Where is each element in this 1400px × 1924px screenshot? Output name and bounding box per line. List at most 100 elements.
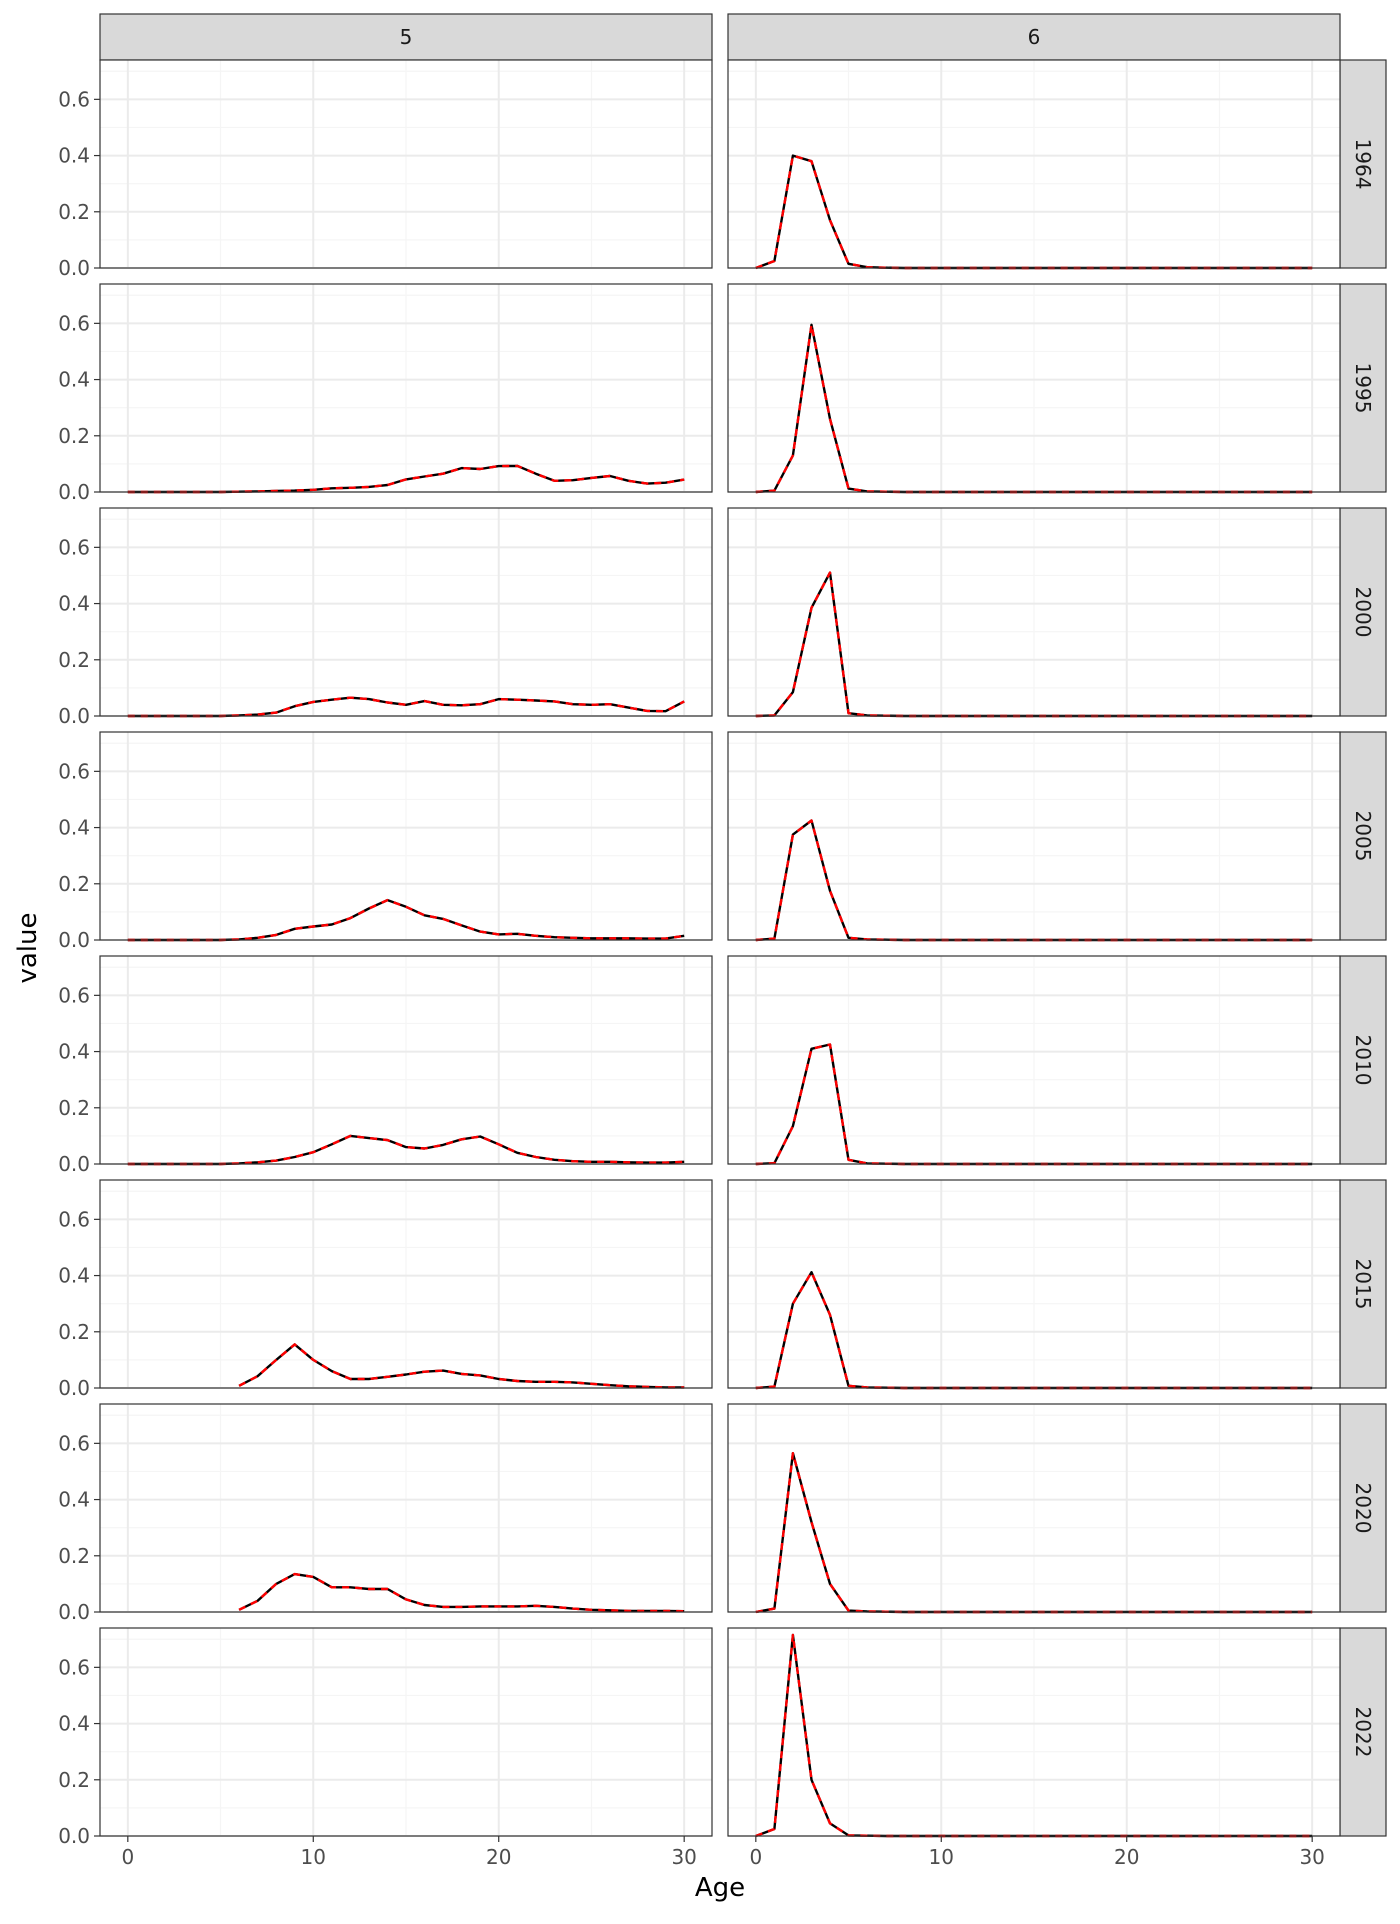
panel-border: [727, 59, 1341, 269]
row-strip-label: 2022: [1351, 1707, 1375, 1758]
row-strip-2000: 2000: [1339, 507, 1387, 717]
y-tick-label: 0.6: [58, 759, 90, 783]
row-strip-1995: 1995: [1339, 283, 1387, 493]
y-tick-label: 0.2: [58, 200, 90, 224]
x-axis-title: Age: [695, 1873, 745, 1903]
panel-5-2020: [100, 1404, 712, 1613]
column-strip-6: 6: [727, 13, 1341, 61]
panel-5-2010: [100, 956, 712, 1165]
panel-5-2015: [100, 1180, 712, 1389]
panel-border: [99, 59, 713, 269]
y-tick-label: 0.2: [58, 648, 90, 672]
row-strip-label: 2015: [1351, 1259, 1375, 1310]
column-strip-bg: [99, 13, 713, 61]
x-tick-label: 30: [1299, 1845, 1324, 1869]
panel-5-2022: [100, 1628, 712, 1837]
panel-5-2005: [100, 732, 712, 941]
panel-6-2022: [728, 1628, 1340, 1837]
x-tick-label: 30: [671, 1845, 696, 1869]
panel-border: [99, 955, 713, 1165]
y-tick-label: 0.4: [58, 1712, 90, 1736]
row-strip-bg: [1339, 507, 1387, 717]
y-tick-label: 0.4: [58, 1264, 90, 1288]
row-strip-label: 1995: [1351, 363, 1375, 414]
x-tick-label: 20: [486, 1845, 511, 1869]
y-tick-label: 0.2: [58, 424, 90, 448]
y-tick-label: 0.0: [58, 704, 90, 728]
row-strip-2015: 2015: [1339, 1179, 1387, 1389]
y-tick-label: 0.0: [58, 1600, 90, 1624]
y-axis-title: value: [13, 912, 43, 983]
panel-border: [727, 507, 1341, 717]
y-tick-label: 0.0: [58, 256, 90, 280]
panel-6-2015: [728, 1180, 1340, 1389]
x-tick-label: 0: [121, 1845, 134, 1869]
column-strip-bg: [727, 13, 1341, 61]
row-strip-2020: 2020: [1339, 1403, 1387, 1613]
column-strip-5: 5: [99, 13, 713, 61]
panel-border: [99, 731, 713, 941]
panel-border: [727, 1403, 1341, 1613]
y-tick-label: 0.2: [58, 1096, 90, 1120]
y-tick-label: 0.4: [58, 144, 90, 168]
y-tick-label: 0.6: [58, 1431, 90, 1455]
panel-6-1995: [728, 284, 1340, 493]
row-strip-2010: 2010: [1339, 955, 1387, 1165]
y-tick-label: 0.6: [58, 87, 90, 111]
y-tick-label: 0.4: [58, 592, 90, 616]
row-strip-label: 2010: [1351, 1035, 1375, 1086]
y-tick-label: 0.0: [58, 928, 90, 952]
series-line-red-dashed-5-2015: [238, 1343, 685, 1389]
row-strip-bg: [1339, 1627, 1387, 1837]
x-tick-label: 20: [1114, 1845, 1139, 1869]
y-tick-label: 0.2: [58, 872, 90, 896]
y-tick-label: 0.0: [58, 480, 90, 504]
panel-border: [99, 1179, 713, 1389]
panel-5-2000: [100, 508, 712, 717]
x-tick-label: 10: [929, 1845, 954, 1869]
panel-6-2020: [728, 1404, 1340, 1613]
column-strip-label: 6: [1028, 25, 1041, 49]
panel-border: [99, 507, 713, 717]
row-strip-bg: [1339, 283, 1387, 493]
panel-6-1964: [728, 60, 1340, 269]
column-strip-label: 5: [400, 25, 413, 49]
y-tick-label: 0.6: [58, 1655, 90, 1679]
panel-5-1995: [100, 284, 712, 493]
panel-border: [99, 1403, 713, 1613]
panel-border: [99, 1627, 713, 1837]
series-line-red-dashed-5-2020: [238, 1572, 685, 1613]
y-tick-label: 0.2: [58, 1544, 90, 1568]
y-tick-label: 0.4: [58, 368, 90, 392]
y-tick-label: 0.4: [58, 1040, 90, 1064]
panel-5-1964: [100, 60, 712, 269]
panel-border: [727, 1627, 1341, 1837]
y-tick-label: 0.2: [58, 1320, 90, 1344]
y-tick-label: 0.4: [58, 1488, 90, 1512]
x-tick-label: 10: [301, 1845, 326, 1869]
panel-border: [99, 283, 713, 493]
y-tick-label: 0.0: [58, 1376, 90, 1400]
row-strip-bg: [1339, 955, 1387, 1165]
row-strip-label: 2000: [1351, 587, 1375, 638]
panel-border: [727, 955, 1341, 1165]
y-tick-label: 0.6: [58, 311, 90, 335]
row-strip-2022: 2022: [1339, 1627, 1387, 1837]
y-tick-label: 0.2: [58, 1768, 90, 1792]
y-tick-label: 0.0: [58, 1152, 90, 1176]
row-strip-label: 2005: [1351, 811, 1375, 862]
x-tick-label: 0: [749, 1845, 762, 1869]
series-line-red-dashed-6-2005: [755, 819, 1313, 942]
y-tick-label: 0.0: [58, 1824, 90, 1848]
y-tick-label: 0.4: [58, 816, 90, 840]
row-strip-2005: 2005: [1339, 731, 1387, 941]
row-strip-label: 1964: [1351, 139, 1375, 190]
panel-6-2000: [728, 508, 1340, 717]
y-tick-label: 0.6: [58, 983, 90, 1007]
panel-border: [727, 731, 1341, 941]
y-tick-label: 0.6: [58, 1207, 90, 1231]
row-strip-1964: 1964: [1339, 59, 1387, 269]
row-strip-label: 2020: [1351, 1483, 1375, 1534]
y-tick-label: 0.6: [58, 535, 90, 559]
